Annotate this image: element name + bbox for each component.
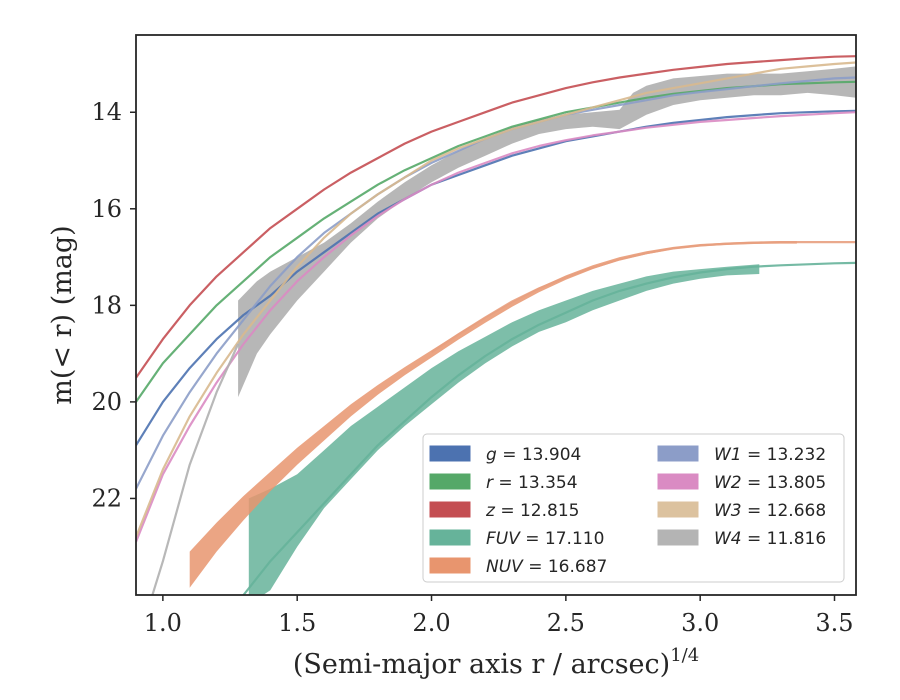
legend-label-r: r = 13.354 xyxy=(486,473,578,493)
legend-swatch-r xyxy=(429,473,471,490)
legend-label-nuv: NUV = 16.687 xyxy=(486,557,607,577)
legend-swatch-z xyxy=(429,501,471,518)
legend-label-w1: W1 = 13.232 xyxy=(714,445,826,465)
legend-swatch-w4 xyxy=(657,529,699,546)
series-line-g xyxy=(136,109,856,446)
bands-layer xyxy=(189,66,856,595)
legend-swatch-w2 xyxy=(657,473,699,490)
legend-label-w2: W2 = 13.805 xyxy=(714,473,826,493)
series-line-nuv xyxy=(430,241,856,354)
y-tick-label: 14 xyxy=(91,98,122,126)
lines-layer xyxy=(136,55,856,595)
x-tick-label: 2.0 xyxy=(412,609,450,637)
y-tick-label: 16 xyxy=(91,195,122,223)
band-w4 xyxy=(238,66,856,398)
legend-label-g: g = 13.904 xyxy=(486,445,581,465)
legend-label-w4: W4 = 11.816 xyxy=(714,529,826,549)
legend-swatch-w3 xyxy=(657,501,699,518)
x-tick-label: 1.5 xyxy=(278,609,316,637)
legend-swatch-w1 xyxy=(657,445,699,462)
y-tick-label: 20 xyxy=(91,388,122,416)
ticks-layer: 1.0 1.5 2.0 2.5 3.0 3.5 14 16 18 20 22 xyxy=(91,98,853,637)
series-line-w2 xyxy=(136,111,856,543)
legend: g = 13.904 r = 13.354 z = 12.815 FUV = 17.1… xyxy=(422,433,845,583)
y-tick-label: 22 xyxy=(91,484,122,512)
y-tick-label: 18 xyxy=(91,291,122,319)
x-tick-label: 3.0 xyxy=(681,609,719,637)
legend-swatch-g xyxy=(429,445,471,462)
x-axis-label: (Semi-major axis r / arcsec)1/4 xyxy=(293,645,699,680)
band-fuv xyxy=(248,264,760,595)
legend-label-w3: W3 = 12.668 xyxy=(714,501,826,521)
legend-swatch-fuv xyxy=(429,529,471,546)
legend-swatch-nuv xyxy=(429,557,471,574)
x-tick-label: 1.0 xyxy=(144,609,182,637)
series-line-fuv xyxy=(242,261,856,595)
series-line-w4 xyxy=(151,343,240,595)
x-tick-label: 3.5 xyxy=(815,609,853,637)
legend-box xyxy=(422,433,845,583)
y-axis-label: m(< r) (mag) xyxy=(47,225,78,404)
legend-label-z: z = 12.815 xyxy=(485,501,579,521)
series-line-w3 xyxy=(136,61,856,538)
x-tick-label: 2.5 xyxy=(547,609,585,637)
series-line-z xyxy=(136,55,856,379)
plot-frame xyxy=(135,34,857,596)
legend-label-fuv: FUV = 17.110 xyxy=(486,529,604,549)
